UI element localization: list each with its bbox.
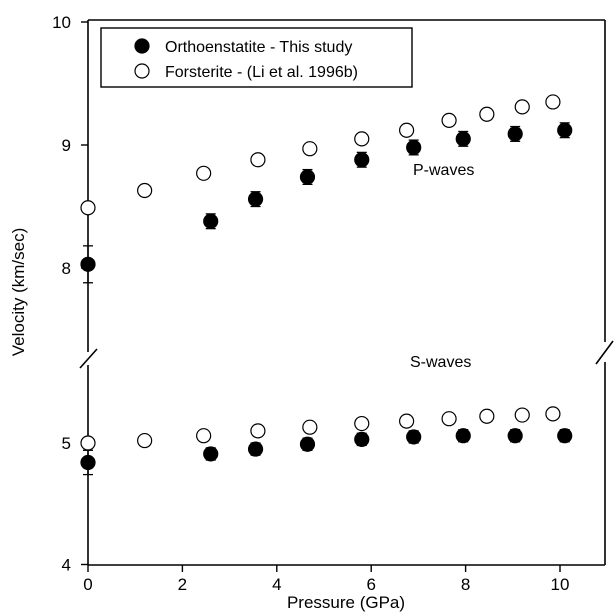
forsterite-p-wave-point xyxy=(545,94,561,110)
forsterite-p-wave-point xyxy=(441,112,457,129)
orthoenstatite-s-wave-point xyxy=(299,436,316,452)
y-tick-label: 9 xyxy=(62,136,71,155)
annotation-p-waves: P-waves xyxy=(413,162,474,179)
forsterite-s-wave-point xyxy=(514,407,530,423)
orthoenstatite-s-wave-point xyxy=(507,428,523,444)
y-tick-label: 10 xyxy=(52,13,71,32)
orthoenstatite-p-wave-point xyxy=(203,213,219,229)
forsterite-s-wave-point xyxy=(80,435,96,451)
orthoenstatite-p-wave-point xyxy=(406,139,422,156)
orthoenstatite-s-wave-point xyxy=(203,446,219,462)
forsterite-p-wave-point xyxy=(514,99,530,115)
forsterite-s-wave-point xyxy=(250,423,266,439)
y-tick-label: 5 xyxy=(62,434,71,453)
orthoenstatite-p-wave-point xyxy=(557,122,573,138)
forsterite-s-wave-point xyxy=(137,432,153,449)
x-tick-label: 6 xyxy=(366,575,375,594)
orthoenstatite-p-wave-point xyxy=(299,169,316,185)
forsterite-p-wave-point xyxy=(250,152,266,168)
forsterite-s-wave-point xyxy=(545,406,561,422)
legend-label-forsterite: Forsterite - (Li et al. 1996b) xyxy=(165,64,358,81)
orthoenstatite-p-wave-point xyxy=(80,256,96,272)
orthoenstatite-s-wave-point xyxy=(247,441,264,457)
orthoenstatite-p-wave-point xyxy=(247,191,264,207)
y-axis-title: Velocity (km/sec) xyxy=(9,228,28,356)
legend: Orthoenstatite - This study Forsterite -… xyxy=(100,27,413,88)
forsterite-p-wave-point xyxy=(354,131,370,147)
forsterite-s-wave-point xyxy=(196,428,212,444)
x-tick-label: 4 xyxy=(272,575,281,594)
data-points xyxy=(80,94,573,476)
orthoenstatite-p-wave-point xyxy=(507,126,523,142)
forsterite-p-wave-point xyxy=(302,141,318,157)
forsterite-s-wave-point xyxy=(441,411,457,427)
x-tick-label: 10 xyxy=(551,575,570,594)
forsterite-s-wave-point xyxy=(302,419,318,435)
forsterite-p-wave-point xyxy=(399,122,415,138)
orthoenstatite-p-wave-point xyxy=(455,131,471,147)
forsterite-s-wave-point xyxy=(479,408,495,424)
axis-ticks: 0 2 4 6 8 10 4 5 8 9 10 xyxy=(52,13,569,594)
forsterite-p-wave-point xyxy=(196,165,212,181)
forsterite-p-wave-point xyxy=(80,200,96,216)
axis-break-right-mark xyxy=(595,340,614,365)
orthoenstatite-s-wave-point xyxy=(354,431,370,447)
orthoenstatite-s-wave-point xyxy=(80,454,96,471)
x-tick-label: 0 xyxy=(83,575,92,594)
forsterite-s-wave-point xyxy=(399,413,415,429)
legend-marker-forsterite xyxy=(134,63,150,79)
orthoenstatite-s-wave-point xyxy=(455,428,471,444)
forsterite-p-wave-point xyxy=(479,106,495,122)
x-tick-label: 2 xyxy=(178,575,187,594)
orthoenstatite-s-wave-point xyxy=(406,429,422,445)
legend-label-orthoenstatite: Orthoenstatite - This study xyxy=(165,39,352,56)
y-tick-label: 4 xyxy=(62,556,71,575)
forsterite-p-wave-point xyxy=(137,182,153,199)
x-tick-label: 8 xyxy=(461,575,470,594)
orthoenstatite-p-wave-point xyxy=(354,152,370,168)
y-tick-label: 8 xyxy=(62,259,71,278)
annotation-s-waves: S-waves xyxy=(410,354,471,371)
axis-break-left-mark xyxy=(79,348,98,369)
x-axis-title: Pressure (GPa) xyxy=(287,593,405,612)
legend-box xyxy=(100,27,413,88)
plot-frame xyxy=(79,19,614,566)
forsterite-s-wave-point xyxy=(354,415,370,432)
legend-marker-orthoenstatite xyxy=(134,38,150,54)
orthoenstatite-s-wave-point xyxy=(557,428,573,444)
